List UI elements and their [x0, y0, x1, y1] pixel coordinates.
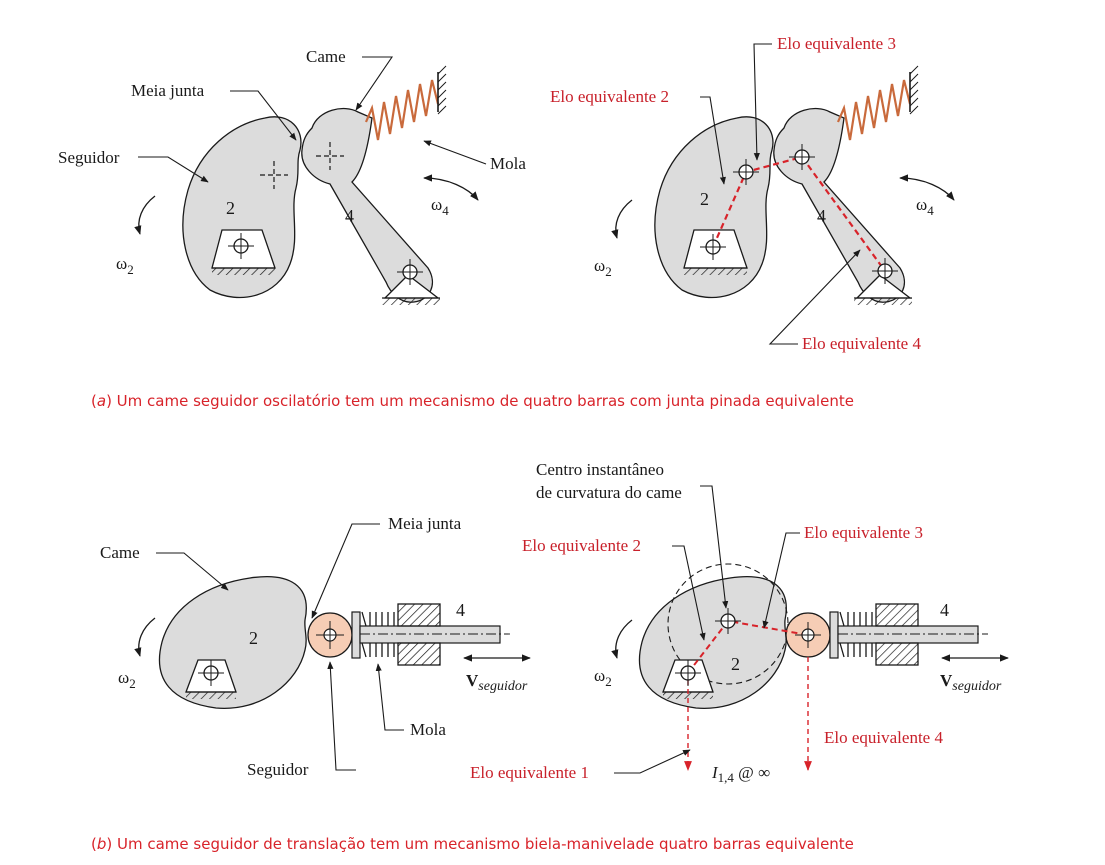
- label-link-2-b-right: 2: [731, 654, 740, 674]
- label-elo3-b: Elo equivalente 3: [804, 523, 923, 542]
- label-omega2-b-right: ω2: [594, 666, 612, 689]
- follower-stem: [359, 625, 501, 644]
- leader-centro: [700, 485, 729, 609]
- pin-joint-o2: [228, 233, 254, 259]
- pin-a-follower-center: [789, 144, 815, 170]
- leader-elo1-b: [614, 749, 691, 774]
- label-link-4-b-right: 4: [940, 600, 949, 620]
- follower-center-mark: [316, 142, 344, 170]
- label-i14: I1,4 @ ∞: [711, 763, 770, 785]
- leader-elo3-b: [762, 532, 800, 629]
- spring-equivalent: [836, 79, 912, 141]
- figure-a-left: Came Meia junta Seguidor Mola 2 4 ω2 ω4: [58, 47, 526, 305]
- figure-b-right: Centro instantâneo de curvatura do came …: [470, 460, 1009, 785]
- label-link-4-right: 4: [817, 206, 826, 226]
- cam-b-equivalent: [638, 576, 787, 709]
- label-mola: Mola: [490, 154, 526, 173]
- label-elo1-b: Elo equivalente 1: [470, 763, 589, 782]
- label-elo2-b: Elo equivalente 2: [522, 536, 641, 555]
- leader-meia-junta: [230, 90, 297, 141]
- pin-b-o2: [198, 660, 224, 686]
- pin-b-eq-roller: [795, 622, 821, 648]
- guide-top: [397, 603, 441, 627]
- label-omega4: ω4: [431, 195, 449, 218]
- label-mola-b: Mola: [410, 720, 446, 739]
- cam-link-2: [182, 116, 302, 299]
- cam-center-mark: [260, 161, 288, 189]
- label-seguidor: Seguidor: [58, 148, 120, 167]
- leader-elo3: [753, 43, 772, 161]
- label-came: Came: [306, 47, 346, 66]
- omega4-arrow-right: [899, 174, 955, 201]
- label-velocity-b-right: Vseguidor: [940, 671, 1002, 694]
- label-link-2-right: 2: [700, 189, 709, 209]
- label-elo4-b: Elo equivalente 4: [824, 728, 943, 747]
- pin-a-cam-center: [733, 159, 759, 185]
- figure-a-right: Elo equivalente 3 Elo equivalente 2 Elo …: [550, 34, 955, 353]
- leader-seguidor: [138, 156, 209, 183]
- leader-seguidor-b: [327, 661, 356, 771]
- leader-mola-b: [375, 663, 404, 731]
- curvature-circle: [667, 563, 789, 685]
- label-link-2-b: 2: [249, 628, 258, 648]
- follower-stem-equivalent: [837, 625, 979, 644]
- omega2-arrow-right: [611, 199, 633, 239]
- label-centro-2: de curvatura do came: [536, 483, 682, 502]
- label-link-4: 4: [345, 206, 354, 226]
- omega4-arrow: [423, 174, 479, 201]
- label-elo4-a: Elo equivalente 4: [802, 334, 921, 353]
- leader-meia-junta-b: [311, 523, 380, 619]
- label-elo3-a: Elo equivalente 3: [777, 34, 896, 53]
- label-velocity-b: Vseguidor: [466, 671, 528, 694]
- guide-bottom: [397, 642, 441, 666]
- label-omega2-right: ω2: [594, 256, 612, 279]
- spring-b: [361, 611, 395, 658]
- spring: [364, 79, 440, 141]
- leader-came: [355, 56, 394, 111]
- label-omega4-right: ω4: [916, 195, 934, 218]
- label-centro-1: Centro instantâneo: [536, 460, 664, 479]
- leader-elo4: [768, 249, 861, 345]
- pin-a-o2: [700, 234, 726, 260]
- label-link-4-b: 4: [456, 600, 465, 620]
- pin-b-eq-center: [715, 608, 741, 634]
- figure-b-left: Came Meia junta Seguidor Mola 2 4 ω2 Vse…: [100, 514, 531, 779]
- pin-joint-o4: [397, 259, 423, 285]
- label-link-2: 2: [226, 198, 235, 218]
- label-seguidor-b: Seguidor: [247, 760, 309, 779]
- label-omega2-b: ω2: [118, 668, 136, 691]
- label-came-b: Came: [100, 543, 140, 562]
- leader-mola: [423, 140, 487, 165]
- omega2-arrow-b: [134, 617, 156, 657]
- equivalent-linkage: [711, 155, 886, 272]
- leader-came-b: [156, 552, 229, 591]
- leader-elo2-b: [672, 545, 706, 641]
- label-meia-junta: Meia junta: [131, 81, 205, 100]
- cam-link-2-equivalent: [654, 116, 774, 299]
- caption-a: (a) Um came seguidor oscilatório tem um …: [91, 392, 854, 410]
- label-meia-junta-b: Meia junta: [388, 514, 462, 533]
- omega2-arrow: [134, 195, 156, 235]
- label-omega2: ω2: [116, 254, 134, 277]
- pin-b-eq-o2: [675, 660, 701, 686]
- caption-b: (b) Um came seguidor de translação tem u…: [91, 835, 854, 853]
- pin-a-o4: [872, 258, 898, 284]
- omega2-arrow-b-right: [611, 619, 633, 659]
- leader-elo2: [700, 96, 726, 185]
- label-elo2-a: Elo equivalente 2: [550, 87, 669, 106]
- follower-flange: [351, 611, 361, 659]
